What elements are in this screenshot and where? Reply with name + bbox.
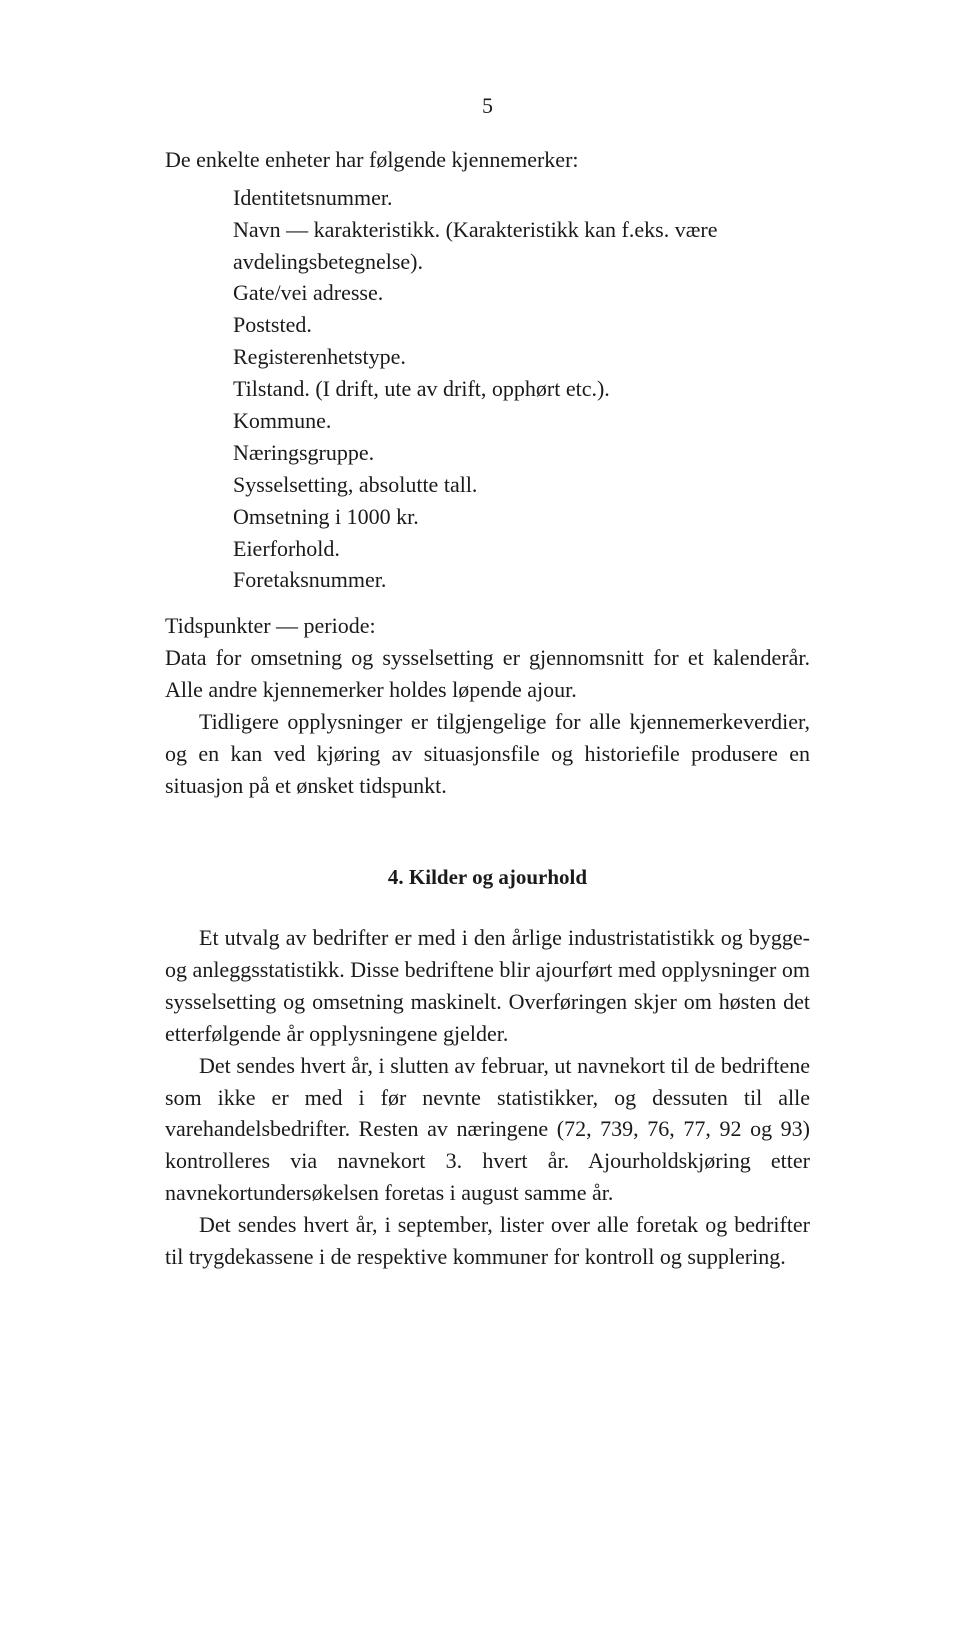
list-item: Næringsgruppe. [233, 437, 810, 469]
list-item: Omsetning i 1000 kr. [233, 501, 810, 533]
list-item: Sysselsetting, absolutte tall. [233, 469, 810, 501]
tidspunkter-p2: Tidligere opplysninger er tilgjengelige … [165, 706, 810, 802]
page-number: 5 [165, 90, 810, 122]
list-item: Registerenhetstype. [233, 341, 810, 373]
section-heading: 4. Kilder og ajourhold [165, 862, 810, 892]
intro-line: De enkelte enheter har følgende kjenneme… [165, 144, 810, 176]
list-item: Foretaksnummer. [233, 564, 810, 596]
body-paragraph-2: Det sendes hvert år, i slutten av februa… [165, 1050, 810, 1209]
list-item: Tilstand. (I drift, ute av drift, opphør… [233, 373, 810, 405]
list-item: Navn — karakteristikk. (Karakteristikk k… [233, 214, 810, 278]
document-page: 5 De enkelte enheter har følgende kjenne… [0, 0, 960, 1644]
kjennemerker-list: Identitetsnummer. Navn — karakteristikk.… [233, 182, 810, 597]
list-item: Gate/vei adresse. [233, 277, 810, 309]
tidspunkter-label: Tidspunkter — periode: [165, 610, 810, 642]
list-item: Poststed. [233, 309, 810, 341]
list-item: Eierforhold. [233, 533, 810, 565]
list-item: Kommune. [233, 405, 810, 437]
list-item: Identitetsnummer. [233, 182, 810, 214]
body-paragraph-3: Det sendes hvert år, i september, lister… [165, 1209, 810, 1273]
tidspunkter-p1: Data for omsetning og sysselsetting er g… [165, 642, 810, 706]
body-paragraph-1: Et utvalg av bedrifter er med i den årli… [165, 922, 810, 1050]
